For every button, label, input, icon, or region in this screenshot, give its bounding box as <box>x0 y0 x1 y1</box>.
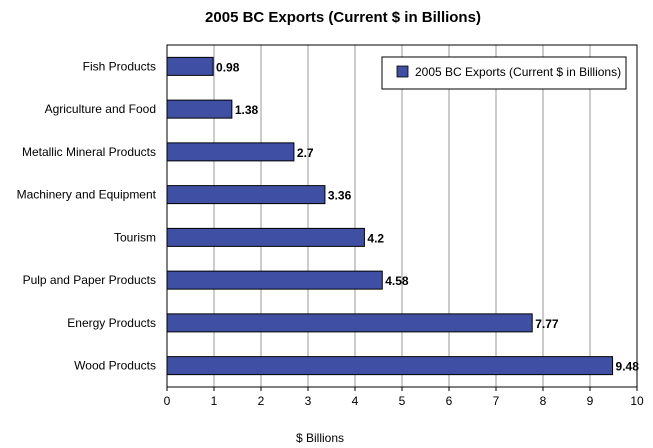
data-label: 9.48 <box>616 360 640 374</box>
category-label: Energy Products <box>67 316 156 330</box>
x-tick-label: 3 <box>305 394 312 408</box>
data-label: 2.7 <box>297 146 314 160</box>
bar <box>166 142 295 162</box>
data-labels: 0.98 1.38 2.7 3.36 4.2 4.58 7.77 9.48 <box>216 60 639 373</box>
chart-title: 2005 BC Exports (Current $ in Billions) <box>205 9 481 26</box>
category-label: Fish Products <box>83 59 156 73</box>
legend-box <box>381 56 627 90</box>
data-label: 4.2 <box>367 231 384 245</box>
bar <box>166 270 383 290</box>
legend-swatch <box>396 65 409 78</box>
gridlines <box>166 45 638 391</box>
category-label: Pulp and Paper Products <box>23 273 156 287</box>
data-label: 1.38 <box>235 103 259 117</box>
bar <box>166 227 365 247</box>
bar <box>166 313 533 333</box>
x-tick-label: 0 <box>164 394 171 408</box>
data-label: 3.36 <box>328 189 352 203</box>
category-label: Tourism <box>114 230 156 244</box>
legend-label: 2005 BC Exports (Current $ in Billions) <box>415 65 621 79</box>
x-tick-label: 8 <box>540 394 547 408</box>
bar <box>166 356 614 376</box>
category-labels: Fish Products Agriculture and Food Metalli… <box>17 59 157 372</box>
plot-area-border <box>166 44 638 388</box>
x-tick-label: 9 <box>587 394 594 408</box>
data-label: 4.58 <box>385 274 409 288</box>
x-tick-labels: 0 1 2 3 4 5 6 7 8 9 10 <box>164 394 644 408</box>
x-tick-label: 5 <box>399 394 406 408</box>
x-tick-label: 6 <box>446 394 453 408</box>
category-label: Wood Products <box>74 359 156 373</box>
x-tick-label: 4 <box>352 394 359 408</box>
x-axis-label: $ Billions <box>296 431 344 445</box>
bar <box>166 185 326 205</box>
category-label: Agriculture and Food <box>45 102 156 116</box>
x-tick-label: 7 <box>493 394 500 408</box>
x-tick-label: 10 <box>630 394 644 408</box>
bars <box>166 56 614 376</box>
category-label: Machinery and Equipment <box>17 188 157 202</box>
bar <box>166 56 214 76</box>
bar <box>166 99 233 119</box>
x-tick-label: 1 <box>211 394 218 408</box>
data-label: 0.98 <box>216 60 240 74</box>
data-label: 7.77 <box>535 317 559 331</box>
legend: 2005 BC Exports (Current $ in Billions) <box>381 56 627 90</box>
category-label: Metallic Mineral Products <box>22 145 156 159</box>
x-tick-label: 2 <box>258 394 265 408</box>
